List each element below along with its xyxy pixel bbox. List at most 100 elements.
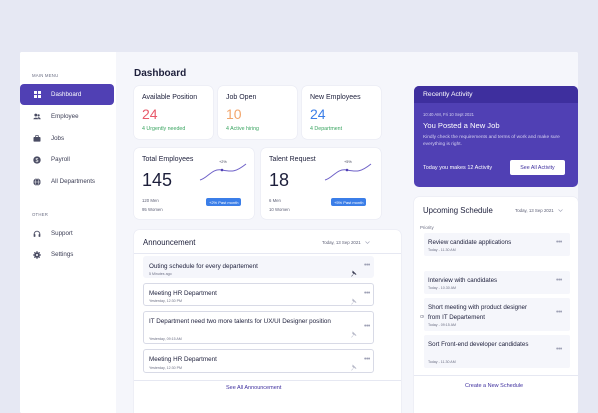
more-options-icon[interactable]: ••• — [364, 290, 370, 297]
more-options-icon[interactable]: ••• — [556, 346, 562, 353]
men-count: 120 Men — [142, 198, 159, 203]
activity-description: Kindly check the requirements and terms … — [423, 135, 560, 147]
schedule-item-time: Today - 10.30 AM — [428, 286, 456, 290]
stat-label: Available Position — [142, 94, 198, 101]
sidebar-item-support[interactable]: Support — [20, 223, 114, 244]
sidebar-item-all-departments[interactable]: All Departments — [20, 171, 114, 192]
activity-count: Today you makes 12 Activity — [423, 165, 493, 171]
spark-tag: +5% — [344, 160, 352, 164]
talent-request-card[interactable]: Talent Request 18 +5% 6 Men 10 Women +5%… — [261, 148, 381, 219]
sidebar-item-payroll[interactable]: $ Payroll — [20, 149, 114, 170]
activity-header: Recently Activity — [414, 86, 578, 103]
priority-label: Priority — [420, 225, 434, 230]
pin-icon[interactable] — [350, 292, 357, 305]
schedule-item[interactable]: Sort Front-end developer candidates Toda… — [424, 335, 570, 368]
activity-title: You Posted a New Job — [423, 121, 500, 130]
main-content: Dashboard Available Position 24 4 Urgent… — [116, 52, 578, 413]
see-all-activity-button[interactable]: See All Activity — [510, 160, 565, 175]
main-menu-label: MAIN MENU — [32, 73, 59, 78]
gear-icon — [33, 250, 41, 259]
stat-label: New Employees — [310, 94, 361, 101]
women-count: 10 Women — [269, 207, 290, 212]
announcement-item-title: Meeting HR Department — [149, 356, 217, 363]
talent-request-sparkline — [324, 163, 372, 181]
chevron-down-icon — [365, 240, 370, 245]
schedule-item[interactable]: Interview with candidates Today - 10.30 … — [424, 271, 570, 294]
sidebar-item-label: Jobs — [51, 135, 65, 142]
sidebar-item-label: All Departments — [51, 178, 96, 185]
sidebar-item-settings[interactable]: Settings — [20, 244, 114, 265]
sidebar-item-label: Payroll — [51, 156, 70, 163]
announcement-item-title: Outing schedule for every departement — [149, 263, 258, 270]
globe-icon — [33, 177, 41, 186]
pin-icon[interactable] — [350, 358, 357, 371]
other-label: OTHER — [32, 212, 49, 217]
schedule-item-time: Today - 11.30 AM — [428, 248, 456, 252]
grid-icon — [33, 91, 41, 99]
total-employees-card[interactable]: Total Employees 145 +2% 120 Men 95 Women… — [134, 148, 254, 219]
stat-value: 24 — [142, 106, 158, 122]
more-options-icon[interactable]: ••• — [364, 262, 370, 269]
announcement-item[interactable]: Meeting HR Department Yesterday, 12:30 P… — [143, 283, 374, 306]
total-employees-label: Total Employees — [142, 156, 194, 163]
stat-sub: 4 Active hiring — [226, 126, 259, 132]
more-options-icon[interactable]: ••• — [364, 323, 370, 330]
schedule-item[interactable]: Short meeting with product designer from… — [424, 298, 570, 331]
talent-request-label: Talent Request — [269, 156, 316, 163]
stat-value: 24 — [310, 106, 326, 122]
more-options-icon[interactable]: ••• — [556, 239, 562, 246]
users-icon — [33, 113, 41, 121]
sidebar-item-label: Dashboard — [51, 91, 82, 98]
stat-card-new-employees[interactable]: New Employees 24 4 Department — [302, 86, 381, 139]
stat-card-job-open[interactable]: Job Open 10 4 Active hiring — [218, 86, 297, 139]
date-select-label: Today, 13 Sep 2021 — [515, 208, 554, 213]
announcement-item[interactable]: Meeting HR Department Yesterday, 12:30 P… — [143, 349, 374, 373]
schedule-item-time: Today - 11.30 AM — [428, 360, 456, 364]
schedule-item-time: Today - 09:15 AM — [428, 323, 456, 327]
stat-label: Job Open — [226, 94, 257, 101]
schedule-item[interactable]: Review candidate applications Today - 11… — [424, 233, 570, 256]
sidebar-item-label: Support — [51, 230, 73, 237]
more-options-icon[interactable]: ••• — [364, 356, 370, 363]
schedule-date-select[interactable]: Today, 13 Sep 2021 — [515, 208, 563, 213]
schedule-item-title: Short meeting with product designer from… — [428, 304, 528, 321]
svg-text:$: $ — [36, 157, 39, 163]
create-new-schedule-link[interactable]: Create a New Schedule — [465, 383, 524, 389]
divider — [134, 253, 401, 254]
announcement-item-date: Yesterday, 09:15 AM — [149, 337, 182, 341]
sidebar-item-dashboard[interactable]: Dashboard — [20, 84, 114, 105]
sidebar-item-employee[interactable]: Employee — [20, 106, 114, 127]
sidebar: MAIN MENU Dashboard Employee Jobs $ Payr… — [20, 52, 116, 413]
dollar-icon: $ — [33, 155, 41, 164]
stat-sub: 4 Department — [310, 126, 343, 132]
more-options-icon[interactable]: ••• — [556, 277, 562, 284]
see-all-announcement-link[interactable]: See All Announcement — [226, 385, 282, 391]
sidebar-item-label: Employee — [51, 113, 79, 120]
schedule-other-list: Interview with candidates Today - 10.30 … — [414, 197, 578, 413]
more-options-icon[interactable]: ••• — [556, 309, 562, 316]
pin-icon[interactable] — [350, 264, 357, 277]
announcement-item-date: Yesterday, 12:30 PM — [149, 366, 182, 370]
growth-badge: +5% Past month — [331, 198, 367, 206]
stat-card-available-position[interactable]: Available Position 24 4 Urgently needed — [134, 86, 213, 139]
page-title: Dashboard — [134, 68, 187, 79]
announcement-item[interactable]: IT Department need two more talents for … — [143, 311, 374, 344]
spark-tag: +2% — [219, 160, 227, 164]
pin-icon[interactable] — [350, 325, 357, 338]
headset-icon — [33, 230, 41, 238]
total-employees-value: 145 — [142, 170, 173, 190]
sidebar-item-jobs[interactable]: Jobs — [20, 128, 114, 149]
app-window: MAIN MENU Dashboard Employee Jobs $ Payr… — [20, 52, 578, 413]
announcement-item-date: Yesterday, 12:30 PM — [149, 299, 182, 303]
chevron-down-icon — [558, 208, 563, 213]
announcement-item-date: 5 Minutes ago — [149, 272, 172, 276]
announcement-date-select[interactable]: Today, 13 Sep 2021 — [322, 240, 370, 245]
stat-sub: 4 Urgently needed — [142, 126, 186, 132]
schedule-title: Upcoming Schedule — [423, 206, 493, 215]
schedule-item-title: Sort Front-end developer candidates — [428, 341, 529, 348]
growth-badge: +2% Past month — [206, 198, 242, 206]
women-count: 95 Women — [142, 207, 163, 212]
schedule-item-title: Review candidate applications — [428, 239, 512, 246]
announcement-item[interactable]: Outing schedule for every departement 5 … — [143, 256, 374, 278]
announcement-title: Announcement — [143, 238, 196, 247]
